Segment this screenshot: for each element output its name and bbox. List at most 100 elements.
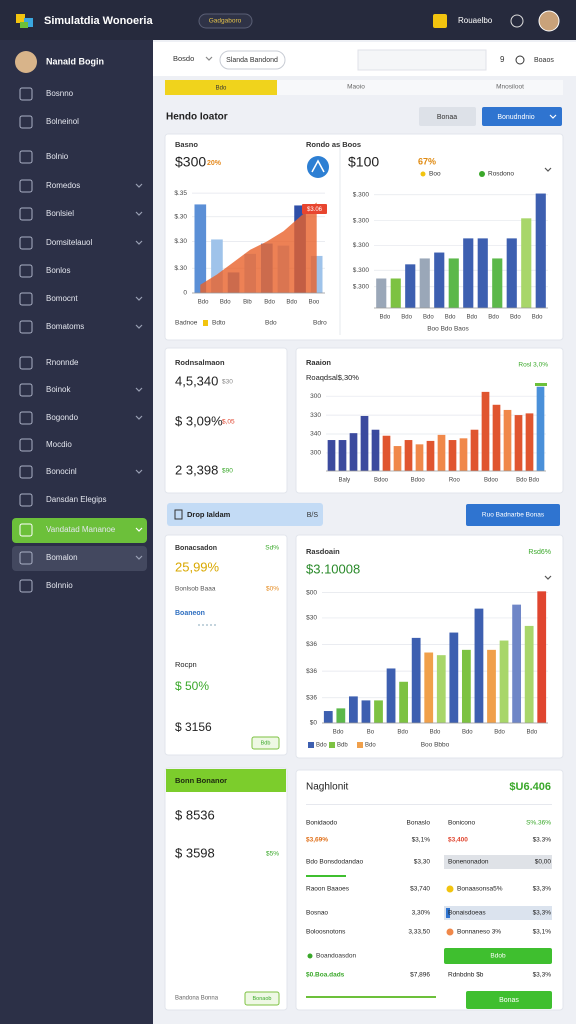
- metric: $ 8536: [175, 807, 215, 822]
- menu-item[interactable]: Bonocinl: [46, 467, 77, 476]
- bar: [477, 238, 488, 308]
- tab-active[interactable]: [165, 80, 277, 95]
- tab[interactable]: Maoio: [347, 84, 365, 91]
- x-tick-label: Bdo: [532, 315, 543, 321]
- menu-item[interactable]: Bonlos: [46, 266, 70, 275]
- button-text: Bonaa: [437, 114, 457, 121]
- menu-icon: [19, 236, 33, 250]
- cell: $3,69%: [306, 837, 328, 844]
- y-tick-label: $30: [306, 615, 317, 622]
- chevron: [135, 527, 143, 532]
- menu-item[interactable]: Boinok: [46, 385, 71, 394]
- legend-label: Bdo: [265, 320, 277, 327]
- menu-item[interactable]: Bolnnio: [46, 581, 73, 590]
- cell: Bosnao: [306, 910, 328, 917]
- info-band: [167, 503, 323, 526]
- bar: [492, 258, 503, 308]
- x-tick-label: Bdo: [488, 315, 499, 321]
- count: 9: [500, 55, 505, 64]
- button[interactable]: [419, 107, 476, 126]
- chevron: [135, 183, 143, 188]
- menu-icon: [19, 411, 33, 425]
- link[interactable]: Boaneon: [175, 610, 205, 617]
- footer: Bandona Bonna: [175, 996, 219, 1002]
- menu-item[interactable]: Vandatad Mananoe: [46, 525, 116, 534]
- menu-item[interactable]: Bosnno: [46, 89, 74, 98]
- menu-item[interactable]: Bonlsiel: [46, 209, 74, 218]
- legend-swatch: [308, 742, 314, 748]
- cell: Bonicono: [448, 820, 475, 827]
- tab[interactable]: Mnosiloot: [496, 84, 524, 91]
- bar: [524, 625, 534, 723]
- menu-item[interactable]: Bomatoms: [46, 322, 84, 331]
- icon: [307, 156, 329, 178]
- search-box[interactable]: [357, 49, 487, 71]
- filter-icon[interactable]: [515, 55, 525, 65]
- tab[interactable]: Bdo: [216, 86, 227, 92]
- notification-icon[interactable]: [433, 14, 447, 28]
- x-tick-label: Bdo: [333, 730, 344, 736]
- toolbar-button[interactable]: Boaos: [534, 57, 554, 64]
- delta: $0%: [266, 586, 279, 593]
- pill[interactable]: [219, 50, 286, 70]
- menu-icon: [19, 438, 33, 452]
- legend-label: Bdo: [365, 743, 376, 749]
- y-tick-label: $.35: [174, 190, 187, 197]
- cell: Bonaasonsa5%: [457, 886, 503, 893]
- menu-item[interactable]: Domsitelauol: [46, 238, 92, 247]
- menu-item[interactable]: Bomocnt: [46, 294, 78, 303]
- button[interactable]: [466, 504, 560, 526]
- cell: 3,30%: [412, 910, 431, 917]
- row-band: [444, 906, 552, 920]
- bar: [487, 649, 496, 723]
- cell: $0.Boa.dads: [306, 972, 345, 979]
- menu-item[interactable]: Bogondo: [46, 413, 79, 422]
- cell: $0,00: [535, 859, 552, 866]
- y-tick-label: $.300: [353, 283, 370, 290]
- menu-icon: [19, 493, 33, 507]
- pill-text: Slanda Bandond: [226, 57, 278, 64]
- x-tick-label: Bo: [367, 730, 375, 736]
- button-text[interactable]: Bdob: [490, 953, 506, 960]
- avatar[interactable]: [538, 10, 560, 32]
- button-text: Ruo Badnarbe Bonas: [482, 512, 545, 519]
- cell: $3,30: [414, 859, 431, 866]
- menu-item[interactable]: Bolnio: [46, 152, 69, 161]
- button-text: Bonas: [499, 997, 519, 1004]
- menu-item[interactable]: Romedos: [46, 181, 80, 190]
- y-tick-label: $.30: [174, 213, 187, 220]
- menu-item[interactable]: Mocdio: [46, 440, 72, 449]
- bar: [448, 440, 457, 471]
- button-text: Bonudndnio: [497, 114, 534, 121]
- menu-item[interactable]: Bomalon: [46, 553, 78, 562]
- dropdown[interactable]: Bosdo: [173, 54, 194, 63]
- x-tick-label: Bdo: [401, 315, 412, 321]
- cell: 3,33,50: [408, 929, 430, 936]
- row-button[interactable]: [444, 948, 552, 964]
- button[interactable]: [251, 736, 280, 750]
- metric: 2 3,398: [175, 462, 218, 477]
- cell: Rdnbdnb $b: [448, 972, 484, 979]
- subtitle: Roaqdsal$,30%: [306, 373, 359, 382]
- legend-label: Bdo: [316, 743, 327, 749]
- menu-item[interactable]: Rnonnde: [46, 358, 79, 367]
- bar: [436, 655, 446, 723]
- x-tick-label: Bdo: [264, 300, 275, 306]
- button[interactable]: [244, 991, 280, 1006]
- settings-icon[interactable]: [510, 14, 524, 28]
- y-tick-label: $36: [306, 668, 317, 675]
- bar: [405, 264, 416, 308]
- chevron: [135, 211, 143, 216]
- delta: 20%: [207, 160, 222, 167]
- cell: Boandoasdon: [316, 953, 357, 960]
- menu-item[interactable]: Bolneinol: [46, 117, 79, 126]
- menu-item[interactable]: Dansdan Elegips: [46, 495, 106, 504]
- metric: $ 50%: [175, 679, 209, 693]
- menu-icon: [19, 150, 33, 164]
- button[interactable]: [466, 991, 552, 1009]
- app-title: Simulatdia Wonoeria: [44, 15, 153, 27]
- bar: [474, 608, 484, 723]
- bar: [499, 640, 509, 723]
- button[interactable]: [482, 107, 562, 126]
